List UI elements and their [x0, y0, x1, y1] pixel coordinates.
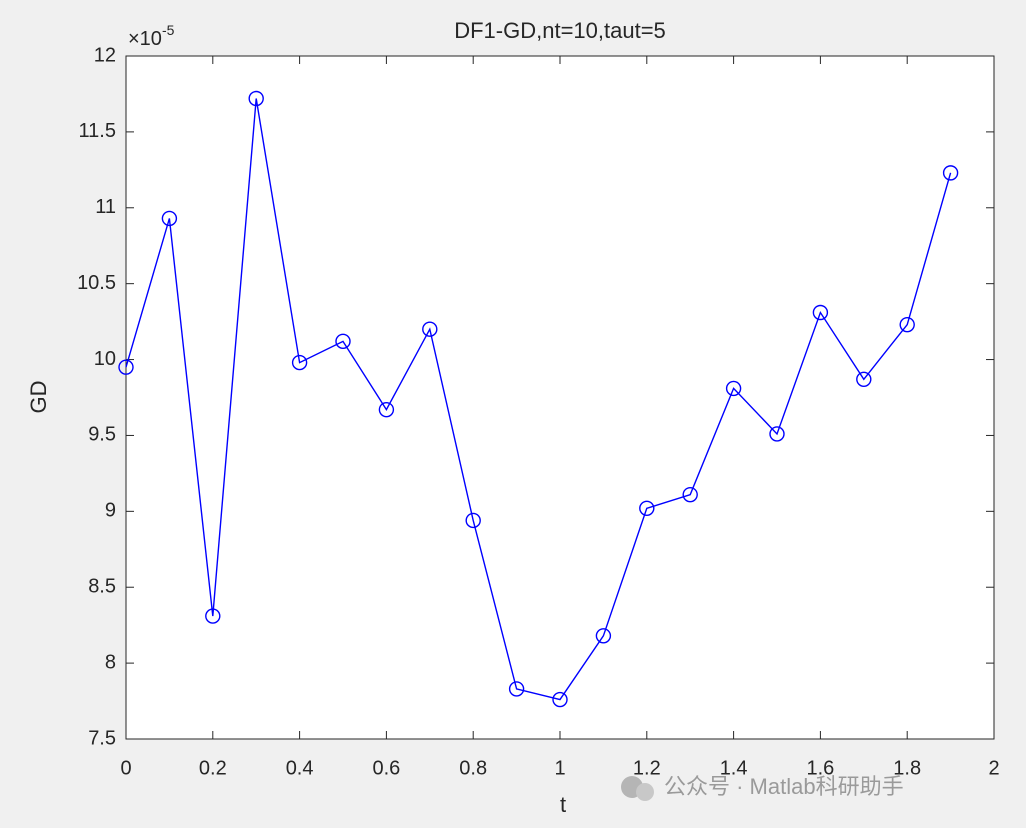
axes-box: [125, 55, 995, 740]
x-tick-label: 0.4: [286, 757, 314, 779]
data-marker: [378, 401, 395, 418]
data-marker: [812, 304, 829, 321]
data-marker: [248, 90, 264, 107]
data-marker: [552, 691, 568, 708]
y-tick-label: 10.5: [77, 272, 116, 294]
watermark-icon: [636, 783, 654, 801]
data-marker: [899, 316, 915, 333]
data-marker: [725, 380, 742, 397]
data-marker: [595, 628, 612, 644]
y-tick-label: 7.5: [88, 727, 116, 749]
data-marker: [856, 371, 872, 387]
data-marker: [291, 354, 308, 371]
plot-area: [126, 56, 994, 739]
data-marker: [508, 681, 525, 697]
watermark: 公众号 · Matlab科研助手: [621, 774, 904, 801]
data-marker: [205, 608, 221, 624]
x-tick-label: 2: [988, 757, 999, 779]
x-tick-label: 1: [554, 757, 565, 779]
x-tick-label: 1.4: [720, 757, 748, 779]
watermark-text: 公众号 · Matlab科研助手: [664, 774, 904, 799]
data-marker: [161, 210, 178, 227]
x-axis-label: t: [560, 792, 566, 817]
y-tick-label: 8: [105, 651, 116, 673]
x-tick-label: 1.8: [893, 757, 921, 779]
data-marker: [769, 426, 785, 442]
y-tick-label: 10: [94, 348, 116, 370]
data-marker: [118, 359, 134, 375]
y-tick-label: 8.5: [88, 576, 116, 598]
x-tick-label: 1.6: [806, 757, 834, 779]
data-marker: [422, 321, 438, 337]
data-marker: [682, 486, 698, 503]
x-tick-label: 0.2: [199, 757, 227, 779]
data-marker: [335, 333, 351, 350]
exponent-power: -5: [162, 22, 175, 38]
x-tick-label: 0.6: [372, 757, 400, 779]
y-tick-label: 11.5: [79, 120, 116, 142]
x-tick-label: 1.2: [633, 757, 661, 779]
x-tick-label: 0: [120, 757, 131, 779]
y-exponent: ×10-5: [128, 22, 175, 51]
y-tick-label: 9.5: [88, 424, 116, 446]
y-tick-label: 12: [94, 44, 116, 66]
y-tick-label: 11: [95, 196, 116, 218]
y-tick-label: 9: [105, 500, 116, 522]
data-marker: [465, 512, 481, 529]
data-line: [125, 98, 952, 701]
data-marker: [942, 165, 959, 181]
chart-title: DF1-GD,nt=10,taut=5: [454, 18, 666, 43]
exponent-base: ×10: [128, 28, 162, 50]
data-marker: [639, 500, 655, 516]
x-tick-label: 0.8: [459, 757, 487, 779]
y-axis-label: GD: [26, 381, 51, 414]
